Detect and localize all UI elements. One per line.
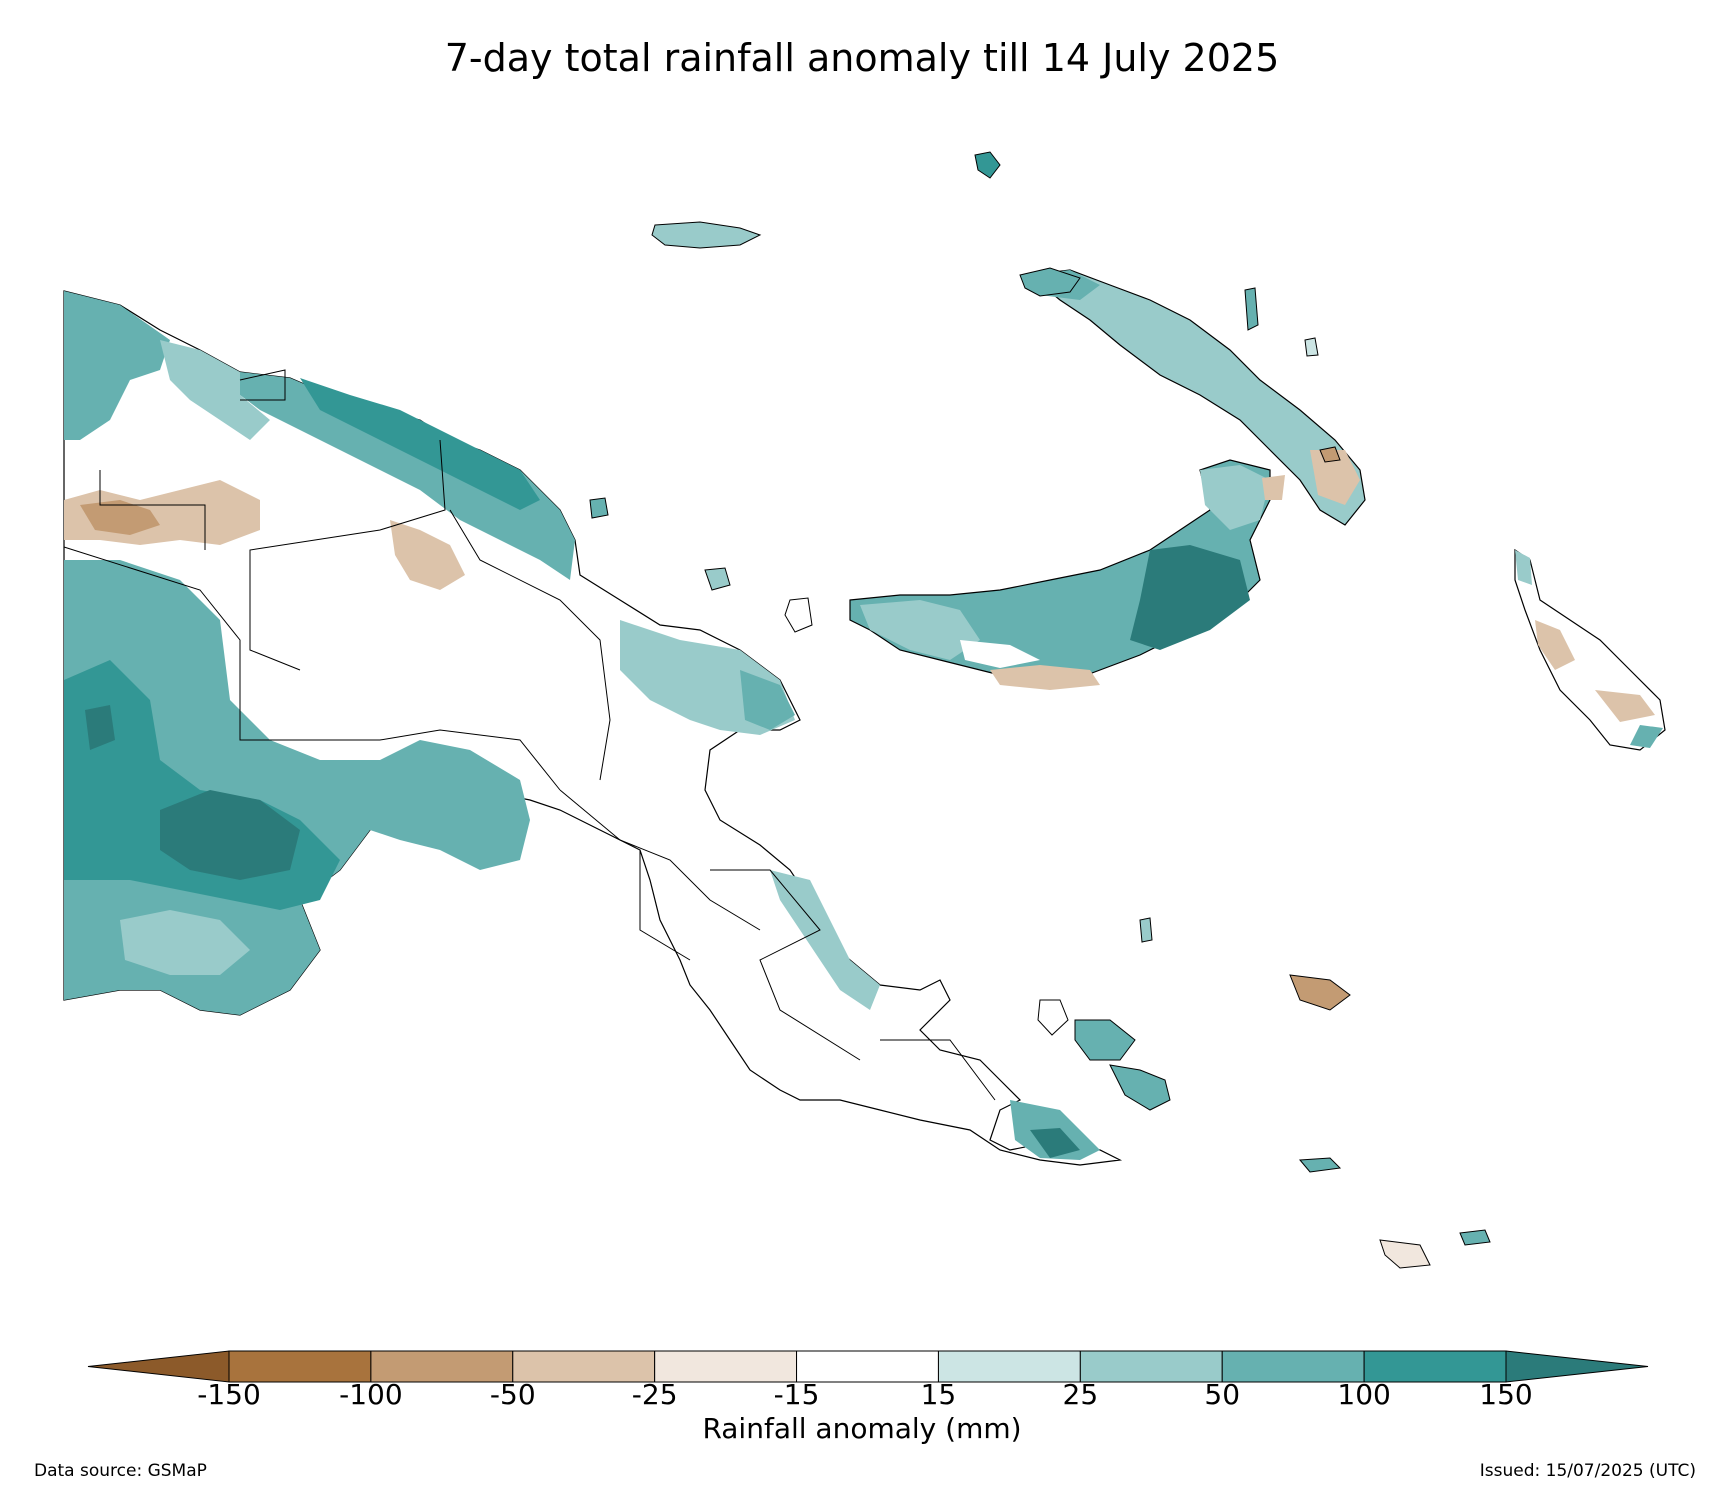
mussau-island: [974, 151, 1001, 179]
goodenough-island: [1037, 999, 1069, 1036]
rossel-island: [1459, 1229, 1491, 1246]
kiriwina-island: [1139, 917, 1153, 943]
colorbar-bin: [1363, 1350, 1507, 1383]
map-title: 7-day total rainfall anomaly till 14 Jul…: [444, 36, 1280, 80]
colorbar-tick-label: 50: [1204, 1378, 1241, 1411]
colorbar-bin: [1079, 1350, 1223, 1383]
misima-island: [1379, 1239, 1431, 1269]
anomaly-50-100-morobe: [740, 670, 795, 730]
anomaly-50-100-west: [64, 291, 170, 440]
colorbar-tick-label: -15: [773, 1378, 820, 1411]
new-ireland-island: [1028, 269, 1366, 526]
issued-date-text: Issued: 15/07/2025 (UTC): [1479, 1461, 1696, 1481]
anomaly-neg-gazelle-tip: [1262, 475, 1285, 500]
anomaly-gt150-southwest: [160, 790, 300, 880]
anomaly-25-50-north: [160, 340, 270, 440]
colorbar-bin: [512, 1350, 656, 1383]
anomaly-25-50-south: [120, 910, 250, 975]
fergusson-island: [1074, 1019, 1136, 1061]
southeastern-islands: [1037, 917, 1491, 1269]
colorbar-extend-high: [1505, 1350, 1649, 1383]
tabar-island: [1244, 287, 1259, 331]
colorbar-tick-label: 150: [1479, 1378, 1533, 1411]
colorbar-tick-label: -25: [631, 1378, 678, 1411]
anomaly-neg-enga: [390, 520, 465, 590]
colorbar-tick-label: -150: [197, 1378, 261, 1411]
anomaly-neg-new-ireland: [1310, 450, 1360, 505]
colorbar-bin: [1221, 1350, 1365, 1383]
colorbar-label: Rainfall anomaly (mm): [702, 1412, 1022, 1445]
colorbar-tick-label: 25: [1062, 1378, 1099, 1411]
anomaly-neutral-new-britain: [960, 640, 1040, 668]
provincial-boundaries: [63, 369, 996, 1101]
long-island: [784, 597, 813, 633]
rainfall-anomaly-map: [63, 151, 1666, 1269]
mainland-papua-new-guinea: [63, 290, 1123, 1166]
colorbar-tick-label: -50: [489, 1378, 536, 1411]
lihir-island: [1319, 446, 1341, 463]
anomaly-50-100-southwest: [64, 560, 530, 1015]
colorbar-bin: [937, 1350, 1081, 1383]
colorbar-tick-label: -100: [339, 1378, 403, 1411]
normanby-island: [1109, 1064, 1171, 1111]
colorbar-bin: [796, 1350, 939, 1383]
anomaly-25-50-new-britain-west: [860, 600, 980, 660]
woodlark-island: [1298, 1157, 1342, 1173]
new-britain-island: [849, 459, 1285, 690]
colorbar-tick-label: 100: [1337, 1378, 1391, 1411]
anomaly-25-50-gazelle: [1200, 465, 1270, 530]
feni-island: [1304, 337, 1319, 357]
anomaly-gt150-milne-bay: [1030, 1128, 1080, 1158]
anomaly-neg-bougainville-south: [1595, 690, 1655, 722]
new-ireland-land: [1028, 269, 1366, 526]
anomaly-neg-core: [80, 500, 160, 535]
anomaly-50-100-bougainville-tip: [1630, 725, 1663, 748]
anomaly-neg-new-britain-south: [990, 665, 1100, 690]
karkar-island: [589, 497, 609, 519]
anomaly-25-50-oro: [770, 870, 880, 1010]
anomaly-50-100-north-coast: [240, 372, 575, 580]
colorbar-tick-label: 15: [920, 1378, 957, 1411]
bougainville-island: [1514, 548, 1666, 751]
anomaly-25-50-buka: [1515, 550, 1532, 585]
colorbar-bin: [370, 1350, 514, 1383]
trobriand-island: [1289, 974, 1351, 1011]
data-source-text: Data source: GSMaP: [34, 1461, 207, 1481]
new-hanover-island: [1019, 267, 1081, 297]
northern-islands: [589, 151, 1341, 633]
anomaly-neg-bougainville: [1535, 620, 1575, 670]
anomaly-gt150-east-new-britain: [1130, 545, 1250, 650]
anomaly-100-150-north-coast: [300, 378, 540, 510]
manus-island: [651, 221, 762, 249]
anomaly-gt150-west-spot: [85, 705, 115, 750]
umboi-island: [704, 567, 731, 591]
colorbar-bin: [654, 1350, 798, 1383]
